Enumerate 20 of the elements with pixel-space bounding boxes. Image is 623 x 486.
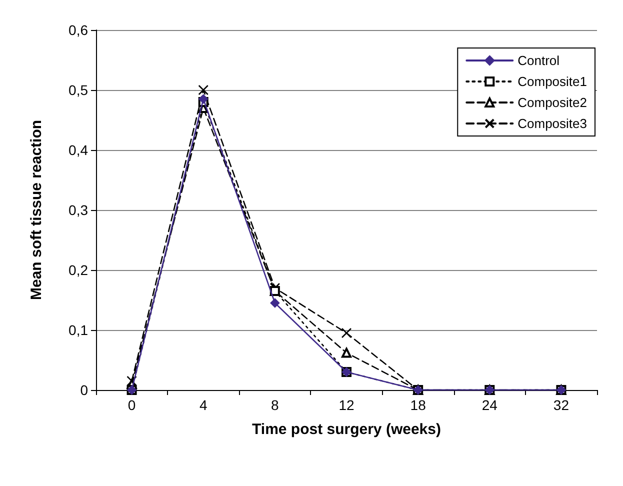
- x-tick-label: 4: [199, 397, 208, 413]
- y-tick-label: 0: [80, 382, 88, 398]
- y-tick-label: 0,4: [68, 142, 88, 158]
- x-tick-label: 24: [482, 397, 498, 413]
- x-tick-label: 32: [553, 397, 570, 413]
- y-tick-label: 0,6: [68, 22, 88, 38]
- y-axis-title: Mean soft tissue reaction: [28, 120, 45, 300]
- x-tick-label: 8: [271, 397, 280, 413]
- legend-label: Composite2: [518, 95, 588, 110]
- x-tick-label: 12: [338, 397, 354, 413]
- x-axis-title: Time post surgery (weeks): [252, 421, 441, 438]
- x-tick-label: 0: [128, 397, 136, 413]
- y-tick-label: 0,2: [68, 262, 88, 278]
- x-tick-label: 18: [410, 397, 426, 413]
- legend-label: Composite1: [518, 74, 588, 89]
- legend-label: Control: [518, 53, 560, 68]
- y-tick-label: 0,5: [68, 82, 88, 98]
- legend-label: Composite3: [518, 116, 588, 131]
- y-tick-label: 0,1: [68, 322, 88, 338]
- y-tick-label: 0,3: [68, 202, 88, 218]
